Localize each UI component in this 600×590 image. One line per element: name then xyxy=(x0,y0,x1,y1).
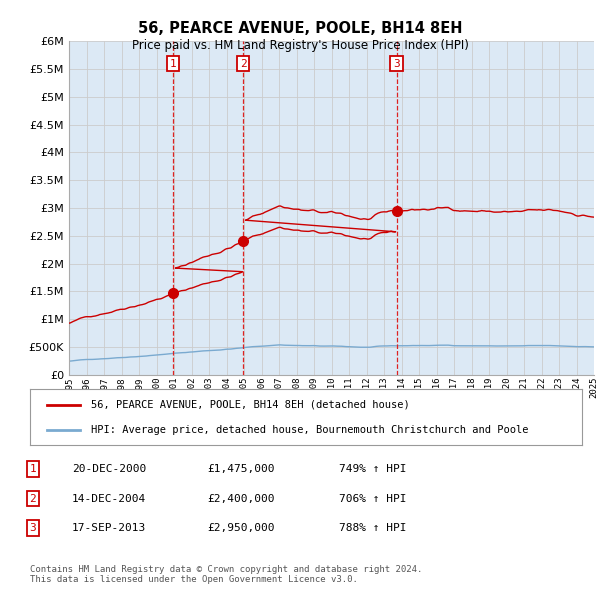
Text: 2: 2 xyxy=(29,494,37,503)
Text: 2: 2 xyxy=(240,58,247,68)
Text: 788% ↑ HPI: 788% ↑ HPI xyxy=(339,523,407,533)
Text: £1,475,000: £1,475,000 xyxy=(207,464,275,474)
Text: 20-DEC-2000: 20-DEC-2000 xyxy=(72,464,146,474)
Text: HPI: Average price, detached house, Bournemouth Christchurch and Poole: HPI: Average price, detached house, Bour… xyxy=(91,425,528,435)
Text: 1: 1 xyxy=(170,58,176,68)
Text: 56, PEARCE AVENUE, POOLE, BH14 8EH (detached house): 56, PEARCE AVENUE, POOLE, BH14 8EH (deta… xyxy=(91,399,409,409)
Text: £2,400,000: £2,400,000 xyxy=(207,494,275,503)
Text: 56, PEARCE AVENUE, POOLE, BH14 8EH: 56, PEARCE AVENUE, POOLE, BH14 8EH xyxy=(138,21,462,35)
Text: Contains HM Land Registry data © Crown copyright and database right 2024.
This d: Contains HM Land Registry data © Crown c… xyxy=(30,565,422,584)
Text: £2,950,000: £2,950,000 xyxy=(207,523,275,533)
Text: 17-SEP-2013: 17-SEP-2013 xyxy=(72,523,146,533)
Text: 3: 3 xyxy=(29,523,37,533)
Text: 706% ↑ HPI: 706% ↑ HPI xyxy=(339,494,407,503)
Text: 14-DEC-2004: 14-DEC-2004 xyxy=(72,494,146,503)
Text: 3: 3 xyxy=(393,58,400,68)
Text: Price paid vs. HM Land Registry's House Price Index (HPI): Price paid vs. HM Land Registry's House … xyxy=(131,39,469,52)
Text: 749% ↑ HPI: 749% ↑ HPI xyxy=(339,464,407,474)
Text: 1: 1 xyxy=(29,464,37,474)
